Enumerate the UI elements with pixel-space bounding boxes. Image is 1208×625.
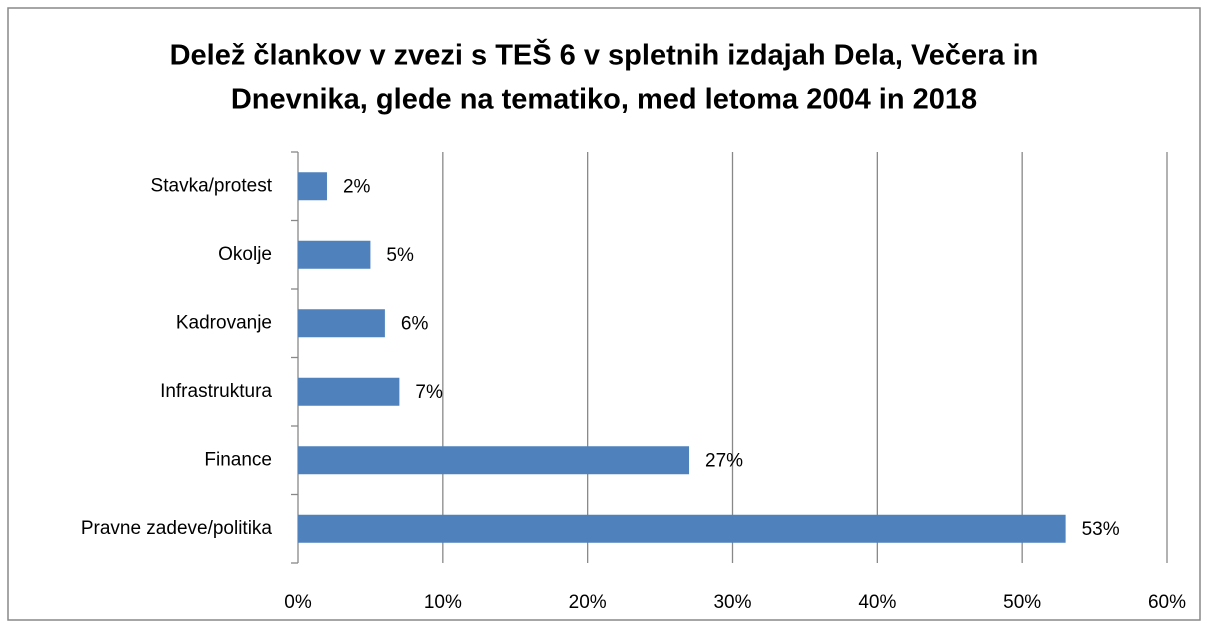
y-tick-label: Kadrovanje bbox=[176, 312, 272, 333]
x-tick-label: 40% bbox=[858, 592, 896, 613]
x-tick-label: 0% bbox=[284, 592, 312, 613]
bar bbox=[298, 514, 1066, 543]
x-tick-label: 20% bbox=[569, 592, 607, 613]
x-tick-label: 30% bbox=[713, 592, 751, 613]
y-tick-label: Infrastruktura bbox=[160, 381, 272, 402]
chart-title: Dnevnika, glede na tematiko, med letoma … bbox=[231, 84, 977, 116]
bar bbox=[298, 309, 385, 338]
y-tick-label: Okolje bbox=[218, 244, 272, 265]
data-label: 53% bbox=[1082, 519, 1120, 540]
x-tick-label: 50% bbox=[1003, 592, 1041, 613]
data-label: 6% bbox=[401, 313, 429, 334]
y-tick-label: Stavka/protest bbox=[151, 175, 273, 196]
bar bbox=[298, 377, 400, 406]
data-label: 27% bbox=[705, 450, 743, 471]
x-tick-label: 60% bbox=[1148, 592, 1186, 613]
chart-title: Delež člankov v zvezi s TEŠ 6 v spletnih… bbox=[170, 38, 1039, 72]
x-tick-label: 10% bbox=[424, 592, 462, 613]
y-tick-label: Finance bbox=[204, 449, 272, 470]
bar bbox=[298, 172, 327, 201]
bar bbox=[298, 446, 690, 475]
data-label: 2% bbox=[343, 176, 371, 197]
bar bbox=[298, 240, 371, 269]
data-label: 7% bbox=[415, 382, 443, 403]
data-label: 5% bbox=[386, 245, 414, 266]
y-tick-label: Pravne zadeve/politika bbox=[81, 518, 273, 539]
